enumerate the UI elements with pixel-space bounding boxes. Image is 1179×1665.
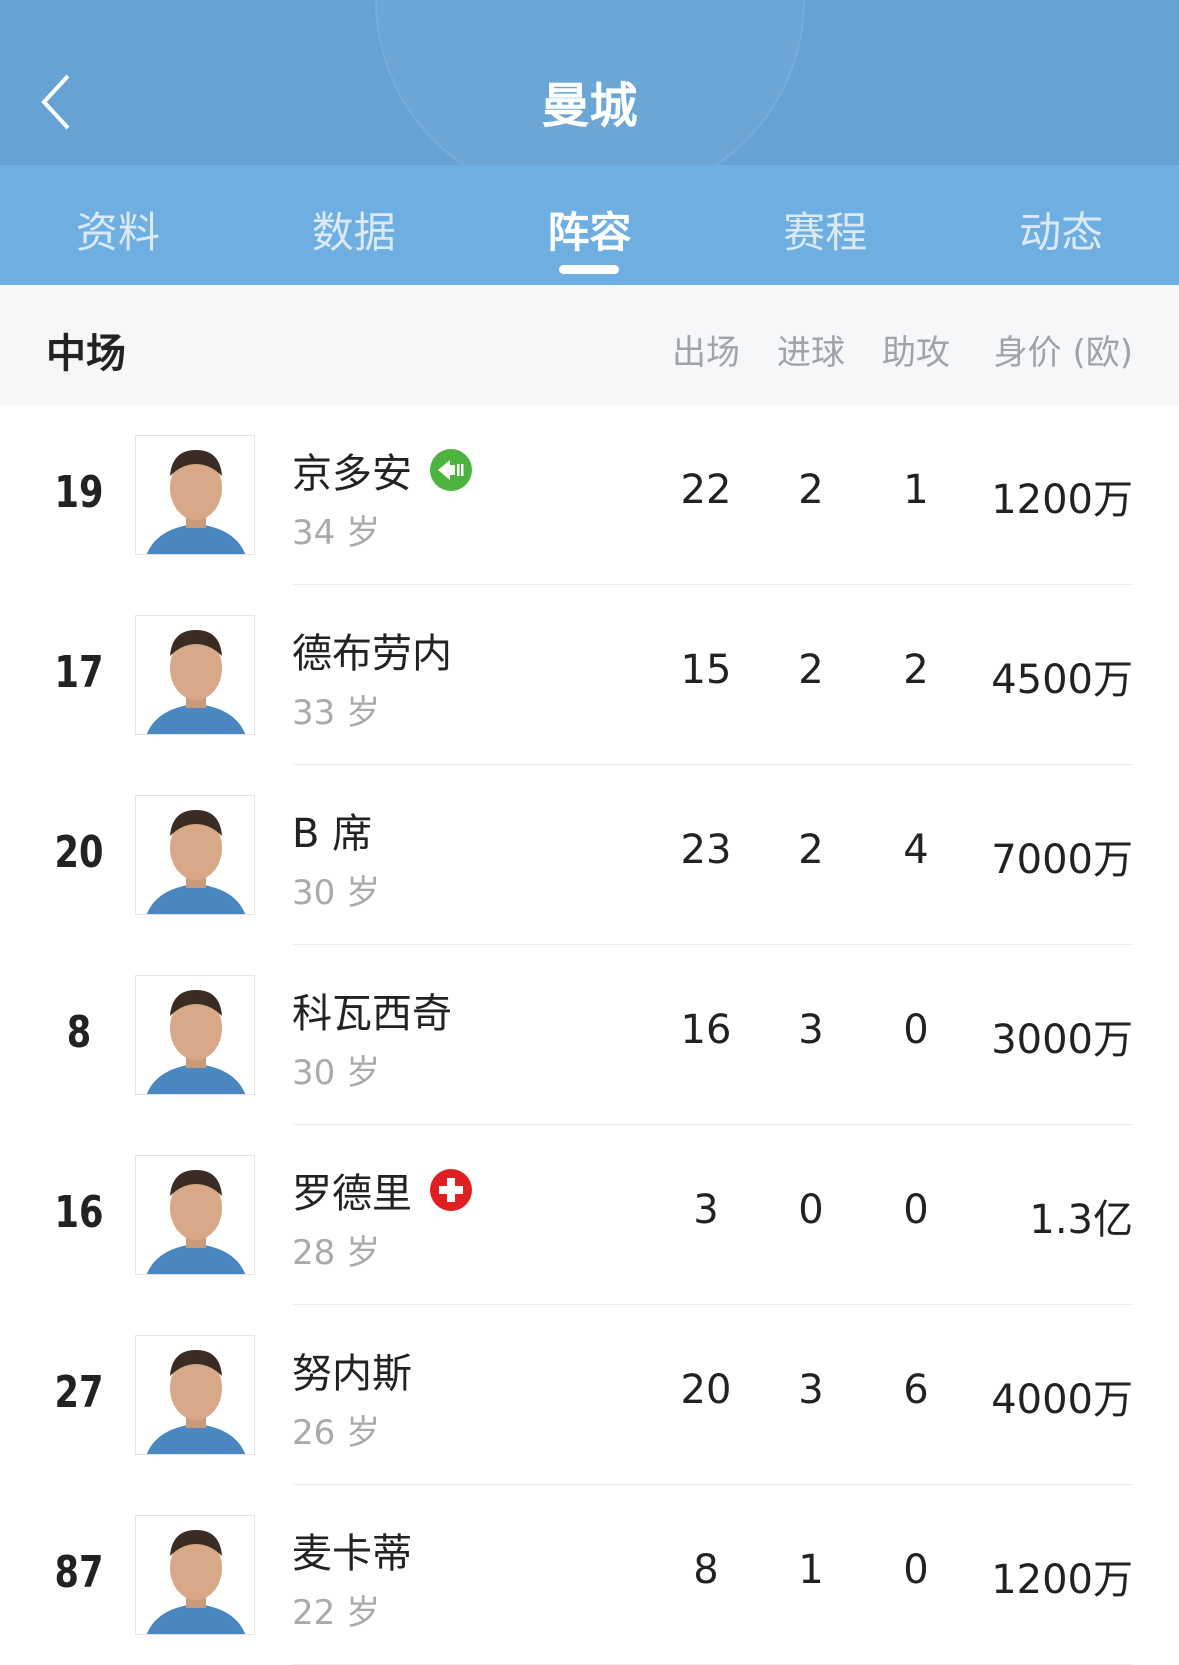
- appearances: 15: [680, 647, 732, 693]
- assists: 0: [903, 1547, 929, 1593]
- tab-schedule[interactable]: 赛程: [783, 208, 868, 257]
- jersey-number: 16: [54, 1187, 104, 1238]
- player-age: 28 岁: [292, 1233, 381, 1273]
- appearances: 8: [693, 1547, 719, 1593]
- player-row[interactable]: 17 德布劳内 33 岁 15 2 2 4500万: [0, 585, 1179, 765]
- row-divider: [292, 1304, 1133, 1305]
- assists: 2: [903, 647, 929, 693]
- player-name-wrap: 努内斯: [292, 1341, 412, 1399]
- appearances: 16: [680, 1007, 732, 1053]
- row-divider: [292, 1484, 1133, 1485]
- jersey-number: 27: [54, 1367, 104, 1418]
- market-value: 7000万: [991, 837, 1133, 883]
- goals: 3: [798, 1007, 824, 1053]
- player-photo: [135, 1335, 255, 1455]
- tab-stats[interactable]: 数据: [311, 208, 396, 257]
- player-name[interactable]: 京多安: [292, 451, 412, 497]
- player-name[interactable]: 努内斯: [292, 1351, 412, 1397]
- player-photo: [135, 615, 255, 735]
- player-row[interactable]: 8 科瓦西奇 30 岁 16 3 0 3000万: [0, 945, 1179, 1125]
- player-name-wrap: 科瓦西奇: [292, 981, 452, 1039]
- col-assists: 助攻: [882, 333, 950, 373]
- jersey-number: 17: [54, 647, 104, 698]
- player-row[interactable]: 16 罗德里 28 岁 3 0 0 1.3亿: [0, 1125, 1179, 1305]
- player-photo: [135, 1515, 255, 1635]
- player-name[interactable]: 麦卡蒂: [292, 1531, 412, 1577]
- goals: 0: [798, 1187, 824, 1233]
- injury-cross-icon: [430, 1169, 472, 1211]
- assists: 0: [903, 1007, 929, 1053]
- appearances: 23: [680, 827, 732, 873]
- player-row[interactable]: 87 麦卡蒂 22 岁 8 1 0 1200万: [0, 1485, 1179, 1665]
- market-value: 1200万: [991, 1557, 1133, 1603]
- assists: 4: [903, 827, 929, 873]
- goals: 2: [798, 827, 824, 873]
- tab-squad[interactable]: 阵容: [472, 165, 708, 285]
- player-row[interactable]: 20 B 席 30 岁 23 2 4 7000万: [0, 765, 1179, 945]
- player-name[interactable]: B 席: [292, 811, 373, 857]
- jersey-number: 19: [54, 467, 104, 518]
- market-value: 4500万: [991, 657, 1133, 703]
- jersey-number: 87: [54, 1547, 104, 1598]
- market-value: 1200万: [991, 477, 1133, 523]
- goals: 1: [798, 1547, 824, 1593]
- player-age: 22 岁: [292, 1593, 381, 1633]
- tab-news[interactable]: 动态: [1019, 208, 1104, 257]
- assists: 0: [903, 1187, 929, 1233]
- market-value: 3000万: [991, 1017, 1133, 1063]
- player-name[interactable]: 科瓦西奇: [292, 991, 452, 1037]
- player-age: 26 岁: [292, 1413, 381, 1453]
- market-value: 4000万: [991, 1377, 1133, 1423]
- goals: 3: [798, 1367, 824, 1413]
- player-photo: [135, 795, 255, 915]
- substitution-out-icon: [430, 449, 472, 491]
- section-title: 中场: [46, 331, 126, 377]
- player-row[interactable]: 27 努内斯 26 岁 20 3 6 4000万: [0, 1305, 1179, 1485]
- appearances: 3: [693, 1187, 719, 1233]
- jersey-number: 20: [54, 827, 104, 878]
- appearances: 22: [680, 467, 732, 513]
- assists: 1: [903, 467, 929, 513]
- player-name-wrap: 德布劳内: [292, 621, 452, 679]
- player-name-wrap: 罗德里: [292, 1161, 472, 1219]
- player-photo: [135, 975, 255, 1095]
- section-header: 中场 出场 进球 助攻 身价 (欧): [0, 285, 1179, 405]
- player-row[interactable]: 19 京多安 34 岁 22 2 1 1200万: [0, 405, 1179, 585]
- player-age: 33 岁: [292, 693, 381, 733]
- row-divider: [292, 944, 1133, 945]
- team-header: 曼城: [0, 0, 1179, 165]
- tab-bar: 资料 数据 阵容 赛程 动态: [0, 165, 1179, 285]
- player-photo: [135, 435, 255, 555]
- tab-profile[interactable]: 资料: [75, 208, 160, 257]
- player-photo: [135, 1155, 255, 1275]
- player-name[interactable]: 罗德里: [292, 1171, 412, 1217]
- chevron-left-icon[interactable]: [38, 72, 78, 132]
- club-crest-watermark: [375, 0, 805, 165]
- row-divider: [292, 1124, 1133, 1125]
- col-market-value: 身价 (欧): [993, 333, 1133, 373]
- appearances: 20: [680, 1367, 732, 1413]
- jersey-number: 8: [66, 1007, 92, 1058]
- goals: 2: [798, 467, 824, 513]
- player-name[interactable]: 德布劳内: [292, 631, 452, 677]
- row-divider: [292, 764, 1133, 765]
- assists: 6: [903, 1367, 929, 1413]
- col-goals: 进球: [777, 333, 845, 373]
- page-title: 曼城: [541, 78, 638, 134]
- col-appearances: 出场: [672, 333, 740, 373]
- player-name-wrap: 麦卡蒂: [292, 1521, 412, 1579]
- player-age: 34 岁: [292, 513, 381, 553]
- player-name-wrap: 京多安: [292, 441, 472, 499]
- player-name-wrap: B 席: [292, 801, 372, 859]
- market-value: 1.3亿: [1029, 1197, 1133, 1243]
- row-divider: [292, 584, 1133, 585]
- goals: 2: [798, 647, 824, 693]
- player-age: 30 岁: [292, 873, 381, 913]
- player-age: 30 岁: [292, 1053, 381, 1093]
